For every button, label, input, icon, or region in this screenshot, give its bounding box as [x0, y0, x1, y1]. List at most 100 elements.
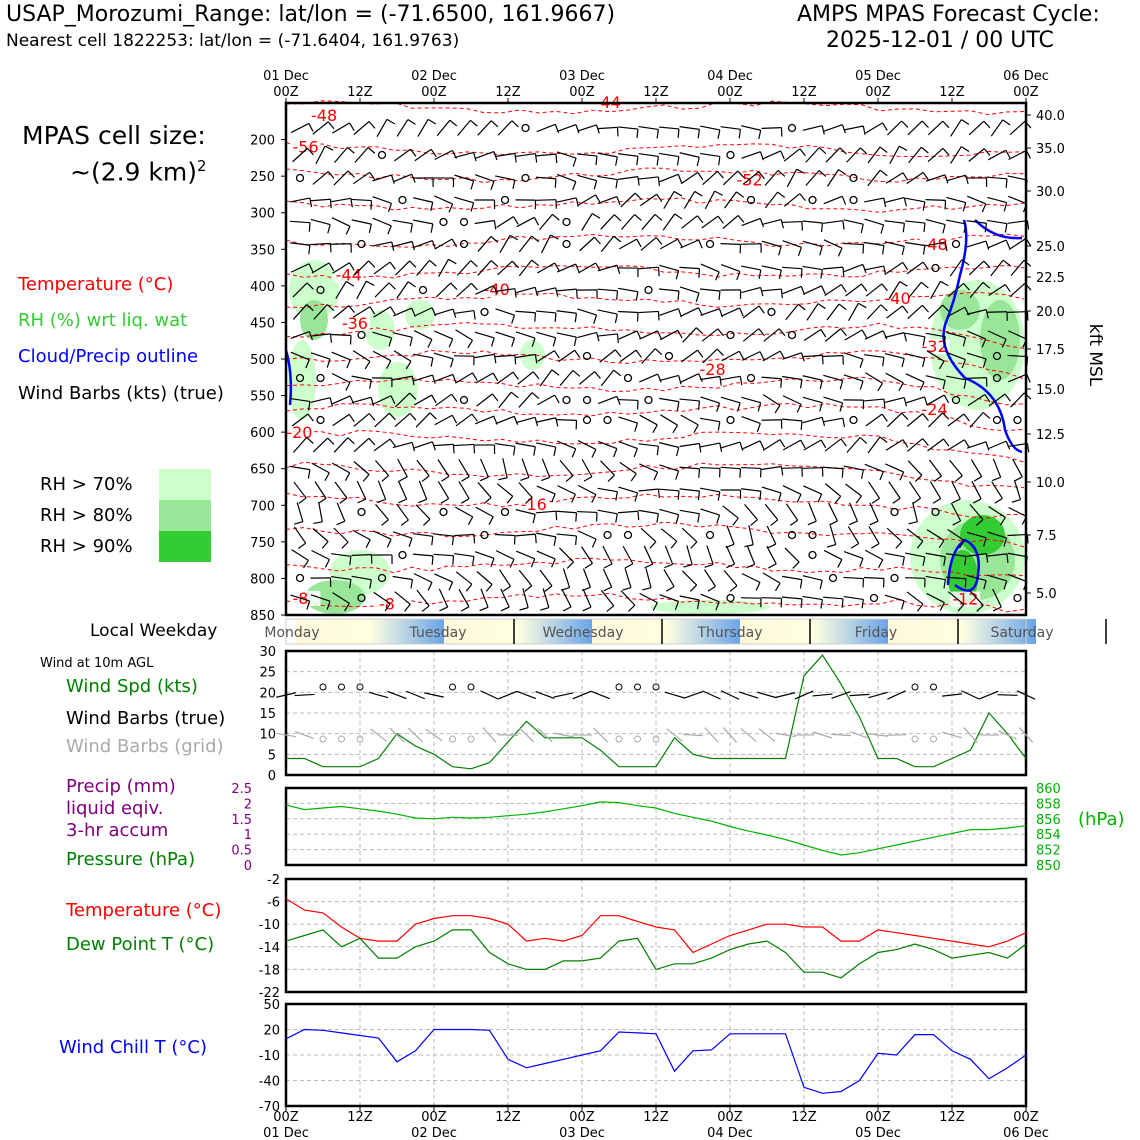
wind-barb: [518, 482, 533, 498]
wind-barb: [458, 589, 470, 607]
wind-barb: [721, 307, 740, 317]
wind-barb: [392, 219, 413, 225]
wind-barb-flag: [717, 328, 724, 337]
wind-barb-flag: [902, 439, 909, 448]
wind-barb: [699, 288, 721, 292]
wind-barb-flag: [411, 376, 415, 386]
wind-barb: [659, 264, 679, 272]
wind-barb-flag: [848, 520, 858, 526]
wind-barb: [905, 552, 925, 558]
wind-barb: [683, 191, 696, 209]
wind-barb-flag: [562, 606, 572, 612]
wind-barb: [619, 349, 637, 363]
wind-barb: [356, 480, 367, 500]
grid-barb: [482, 727, 497, 743]
wind-barb: [966, 309, 987, 315]
weekday-name: Tuesday: [409, 625, 467, 641]
wind-barb: [822, 466, 844, 470]
wind-barb-flag: [369, 306, 376, 315]
isotherm-label-bg: [919, 339, 950, 355]
wind-barb-flag: [430, 202, 434, 212]
wind-barb: [433, 373, 454, 383]
pressure-label: Pressure (hPa): [66, 849, 196, 870]
wind-barb: [311, 262, 330, 274]
wind-barb: [740, 466, 762, 470]
wind-barb-flag: [349, 122, 355, 131]
wind-barb-flag: [488, 516, 494, 525]
wind-barb-flag: [630, 473, 637, 482]
wind-barb-flag: [1004, 284, 1011, 293]
grid-barb: [963, 727, 978, 743]
wind-barb: [415, 412, 431, 428]
wind-barb-flag: [746, 563, 755, 569]
wind-barb: [640, 527, 657, 543]
wind-barb: [664, 545, 674, 565]
wind-barb-flag: [308, 263, 314, 273]
calm-circle: [459, 239, 469, 249]
wind-barb-flag: [427, 339, 433, 348]
wind-barb: [802, 416, 823, 424]
wind-barb: [436, 119, 451, 137]
kft-tick-label: 40.0: [1036, 109, 1065, 124]
wind-barb: [535, 199, 557, 201]
grid-calm: [319, 735, 327, 743]
calm-circle: [316, 373, 325, 383]
wind-barb: [865, 413, 883, 427]
wind-barb: [515, 286, 536, 294]
wind-barb: [415, 504, 431, 520]
wind-barb: [373, 591, 391, 605]
wind-barb: [537, 262, 555, 274]
wind-tick-label: 15: [259, 707, 276, 722]
surface-barb: [406, 690, 425, 700]
wind-barb-flag: [470, 260, 478, 268]
wind-barb: [966, 240, 987, 248]
wind-barb: [597, 487, 618, 493]
wind-barb: [372, 217, 392, 227]
bottom-date-label: 01 Dec: [263, 1126, 309, 1140]
top-tick-label: 00Z: [273, 85, 299, 100]
wind-barb: [946, 306, 966, 318]
wind-barb: [781, 266, 803, 270]
temp-tick-label: -14: [259, 941, 280, 956]
wind-barb: [802, 265, 823, 271]
kft-tick-label: 22.5: [1036, 271, 1065, 286]
wind-barb: [824, 483, 842, 497]
wind-barb-flag: [470, 119, 478, 127]
wind-barb-flag: [838, 303, 847, 310]
isotherm: [285, 429, 1025, 463]
wind-barb: [925, 241, 946, 247]
wind-barb-flag: [633, 448, 638, 458]
kft-tick-label: 5.0: [1036, 587, 1057, 602]
wind-barb-flag: [767, 543, 777, 549]
wind-barb-flag: [498, 477, 508, 481]
wind-barb-flag: [797, 247, 802, 257]
wind-barb: [394, 591, 411, 605]
wind-barb: [377, 480, 387, 500]
wind-barb-flag: [862, 244, 865, 254]
calm-circle: [500, 195, 510, 205]
wind-barb-flag: [1014, 476, 1023, 482]
top-tick-label: 00Z: [421, 85, 447, 100]
wind-barb: [518, 259, 533, 277]
wind-barb-flag: [780, 378, 783, 388]
surface-calm: [634, 683, 641, 691]
wind-barb-flag: [902, 172, 909, 181]
surface-calm: [467, 683, 475, 691]
isotherm-label: -40: [484, 280, 510, 299]
wind-barb-flag: [431, 555, 434, 565]
wind-barb-flag: [1002, 259, 1011, 267]
wind-barb: [681, 349, 698, 363]
wind-barb: [700, 487, 720, 493]
wind-barb: [1007, 573, 1028, 583]
wind-barb: [824, 284, 842, 296]
wind-barb: [867, 169, 881, 187]
wind-barb: [416, 459, 430, 477]
wind-barb-flag: [613, 448, 618, 458]
wind-barb-flag: [551, 369, 560, 376]
wind-barb-flag: [696, 599, 700, 609]
wind-barb: [722, 505, 739, 519]
wind-barb: [741, 415, 761, 425]
surface-calm: [652, 683, 660, 691]
wind-barb: [474, 174, 495, 182]
wind-barb: [782, 575, 802, 581]
